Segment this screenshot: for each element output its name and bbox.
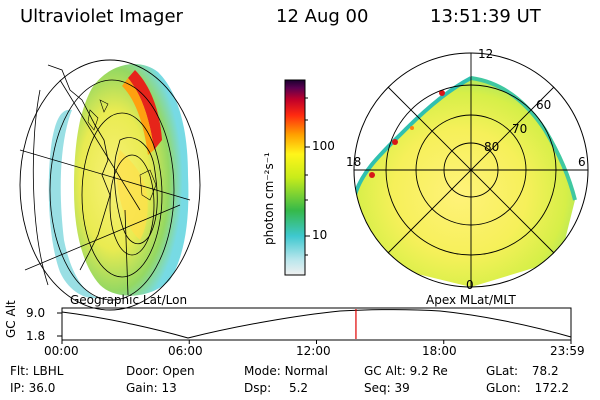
gain-field: Gain: 13: [126, 381, 177, 395]
colorbar-tick-10: 10: [312, 228, 328, 242]
glon-value: 172.2: [534, 381, 569, 395]
gcalt-label: GC Alt:: [364, 364, 406, 378]
mlt-label-18: 18: [346, 155, 362, 169]
door-value: Open: [162, 364, 195, 378]
colorbar: [284, 79, 310, 276]
polar-panel-title: Apex MLat/MLT: [426, 293, 516, 307]
mode-value: Normal: [284, 364, 328, 378]
door-field: Door: Open: [126, 364, 195, 378]
flt-field: Flt: LBHL: [10, 364, 63, 378]
timeline-ytick-high: 9.0: [26, 306, 46, 320]
instrument-title: Ultraviolet Imager: [20, 6, 183, 27]
gain-label: Gain:: [126, 381, 158, 395]
mlat-label-70: 70: [512, 122, 528, 136]
mlat-label-60: 60: [536, 98, 552, 112]
seq-label: Seq:: [364, 381, 391, 395]
polar-image: [353, 52, 589, 288]
glon-label: GLon:: [486, 381, 521, 395]
timeline-ytick-low: 1.8: [26, 329, 46, 343]
seq-value: 39: [394, 381, 410, 395]
timeline-xtick-2: 12:00: [296, 344, 331, 358]
timeline-xtick-0: 00:00: [44, 344, 79, 358]
time-label: 13:51:39 UT: [430, 6, 541, 27]
seq-field: Seq: 39: [364, 381, 410, 395]
gcalt-value: 9.2 Re: [409, 364, 448, 378]
geographic-image: [19, 59, 201, 311]
timeline-xtick-1: 06:00: [168, 344, 203, 358]
date-label: 12 Aug 00: [276, 6, 369, 27]
glat-label: GLat:: [486, 364, 519, 378]
colorbar-label: photon cm⁻²s⁻¹: [262, 152, 276, 245]
mode-label: Mode:: [244, 364, 281, 378]
door-label: Door:: [126, 364, 159, 378]
timeline-plot: [57, 307, 572, 344]
ip-field: IP: 36.0: [10, 381, 55, 395]
glat-field: GLat: 78.2: [486, 364, 559, 378]
gain-value: 13: [161, 381, 177, 395]
flt-value: LBHL: [32, 364, 64, 378]
mode-field: Mode: Normal: [244, 364, 328, 378]
colorbar-tick-100: 100: [312, 139, 335, 153]
timeline-axis-label: GC Alt: [4, 300, 18, 338]
mlt-label-6: 6: [578, 155, 586, 169]
mlt-label-0: 0: [466, 278, 474, 292]
geo-panel-title: Geographic Lat/Lon: [70, 293, 188, 307]
dsp-label: Dsp:: [244, 381, 272, 395]
mlat-label-80: 80: [484, 140, 500, 154]
ip-value: 36.0: [28, 381, 56, 395]
glat-value: 78.2: [531, 364, 559, 378]
gcalt-field: GC Alt: 9.2 Re: [364, 364, 448, 378]
dsp-value: 5.2: [288, 381, 309, 395]
timeline-xtick-3: 18:00: [422, 344, 457, 358]
glon-field: GLon: 172.2: [486, 381, 569, 395]
ip-label: IP:: [10, 381, 25, 395]
mlt-label-12: 12: [478, 47, 494, 61]
dsp-field: Dsp: 5.2: [244, 381, 308, 395]
timeline-xtick-4: 23:59: [550, 344, 585, 358]
flt-label: Flt:: [10, 364, 29, 378]
